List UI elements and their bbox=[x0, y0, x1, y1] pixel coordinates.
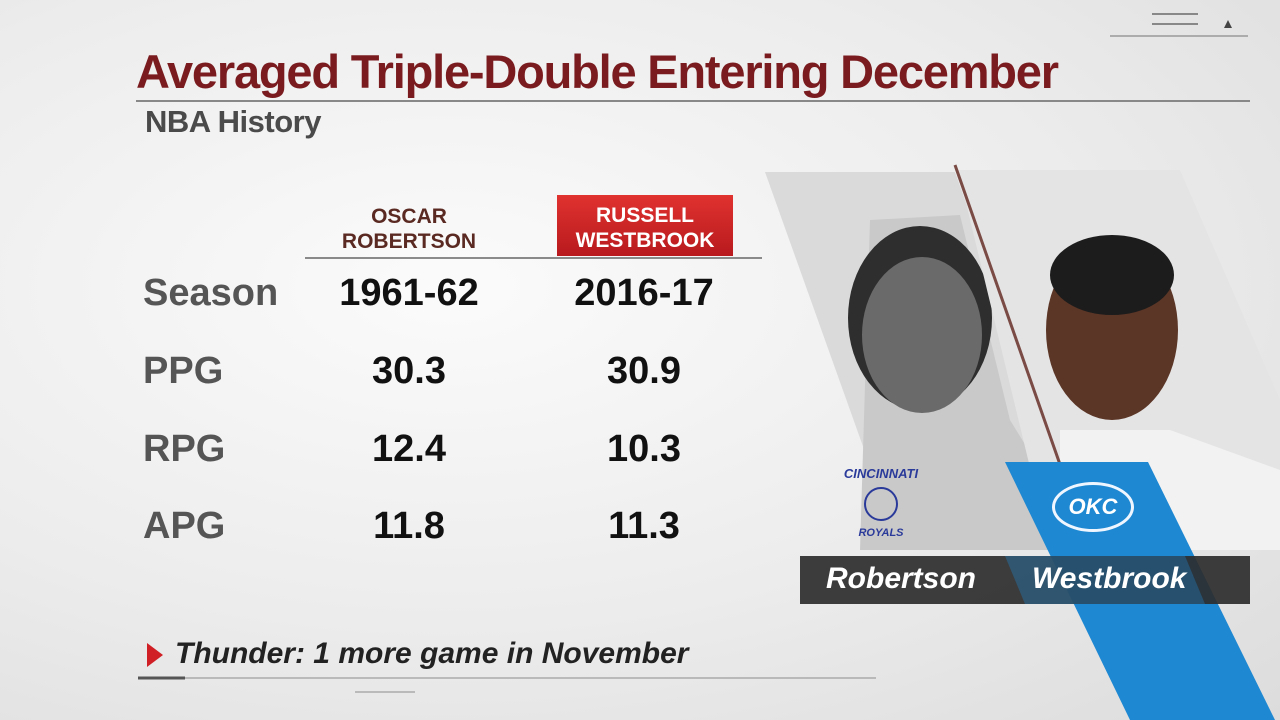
column-header-line: OSCAR bbox=[371, 205, 447, 228]
column-header-line: WESTBROOK bbox=[575, 229, 715, 252]
table-cell: 11.3 bbox=[608, 505, 680, 547]
table-cell: 2016-17 bbox=[574, 272, 714, 314]
player-name: Westbrook bbox=[1032, 562, 1187, 595]
column-header: OSCAR ROBERTSON bbox=[321, 204, 497, 254]
table-cell: 30.9 bbox=[607, 350, 681, 392]
logo-mascot bbox=[864, 487, 898, 521]
footnote: Thunder: 1 more game in November bbox=[175, 637, 689, 670]
table-cell: 10.3 bbox=[607, 428, 681, 470]
okc-logo: OKC bbox=[1052, 482, 1134, 532]
row-label: PPG bbox=[143, 350, 224, 392]
table-cell: 1961-62 bbox=[339, 272, 479, 314]
table-cell: 12.4 bbox=[372, 428, 446, 470]
subtitle: NBA History bbox=[145, 104, 321, 139]
column-header-line: RUSSELL bbox=[595, 204, 694, 227]
row-label: APG bbox=[143, 505, 226, 547]
logo-text: CINCINNATI bbox=[843, 466, 919, 481]
table-cell: 30.3 bbox=[372, 350, 446, 392]
royals-logo: CINCINNATI ROYALS bbox=[838, 466, 924, 539]
table-cell: 11.8 bbox=[373, 505, 445, 547]
logo-text: ROYALS bbox=[858, 527, 904, 539]
player-name: Robertson bbox=[826, 562, 976, 595]
column-header-line: ROBERTSON bbox=[341, 230, 477, 253]
row-label: RPG bbox=[143, 428, 226, 470]
row-label: Season bbox=[143, 272, 279, 314]
title: Averaged Triple-Double Entering December bbox=[136, 45, 1059, 98]
column-header-highlight: RUSSELL WESTBROOK bbox=[557, 195, 733, 256]
